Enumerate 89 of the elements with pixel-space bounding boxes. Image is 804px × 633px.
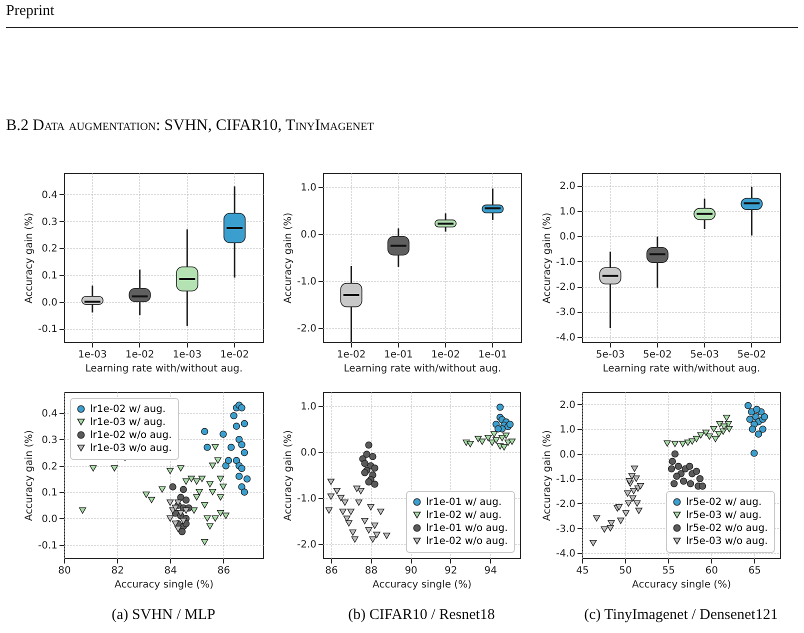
x-tick-label: 82 — [111, 566, 124, 576]
x-tick-label: 1e-02 — [125, 350, 154, 360]
y-tick-label: -4.0 — [556, 332, 576, 344]
y-tick-label: 2.0 — [560, 400, 576, 411]
legend-label: lr1e-02 w/ aug. — [90, 404, 166, 415]
y-tick-label: 1.0 — [300, 182, 316, 194]
x-axis-title: Accuracy single (%) — [114, 580, 214, 590]
y-tick-label: 0.4 — [42, 190, 58, 201]
x-tick-label: 1e-02 — [336, 350, 366, 360]
x-tick-label: 86 — [217, 566, 230, 576]
y-tick-label: -1.0 — [556, 256, 576, 268]
y-tick-label: 0.0 — [300, 230, 316, 241]
x-tick-label: 86 — [325, 566, 338, 576]
text: B.2 Data augmentation: SVHN, CIFAR10, TinyImagenet — [6, 117, 374, 135]
y-tick-label: 0.2 — [42, 244, 58, 255]
legend-label: lr5e-02 w/o aug. — [686, 523, 768, 534]
x-tick-label: 1e-01 — [478, 350, 508, 360]
x-tick-label: 92 — [444, 566, 458, 576]
y-tick-label: -1.0 — [296, 494, 316, 505]
legend-label: lr5e-03 w/ aug. — [686, 510, 762, 521]
legend-label: lr1e-03 w/ aug. — [90, 417, 166, 428]
y-tick-label: 1.0 — [560, 424, 576, 436]
y-tick-label: -0.1 — [38, 540, 58, 552]
text: Preprint — [6, 3, 54, 20]
x-axis-title: Learning rate with/without aug. — [602, 364, 760, 374]
x-tick-label: 55 — [662, 566, 675, 576]
y-tick-label: -1.0 — [296, 276, 316, 288]
y-tick-label: -3.0 — [556, 524, 576, 535]
y-axis-title: Accuracy gain (%) — [24, 212, 35, 304]
x-tick-label: 94 — [484, 566, 498, 576]
x-axis-title: Learning rate with/without aug. — [85, 364, 243, 374]
x-axis-title: Accuracy single (%) — [372, 580, 472, 590]
y-tick-label: 1.0 — [560, 206, 576, 218]
y-tick-label: 0.4 — [42, 408, 58, 420]
x-tick-label: 50 — [619, 566, 632, 576]
y-tick-label: -1.0 — [556, 474, 576, 486]
y-tick-label: -3.0 — [556, 307, 576, 318]
y-tick-label: -2.0 — [296, 323, 316, 334]
x-tick-label: 84 — [164, 566, 177, 576]
x-tick-label: 1e-03 — [172, 350, 202, 360]
y-axis-title: Accuracy gain (%) — [542, 430, 553, 521]
legend-label: lr1e-02 w/ aug. — [426, 510, 502, 521]
y-tick-label: 0.3 — [42, 216, 58, 228]
x-tick-label: 1e-01 — [384, 350, 413, 360]
y-axis-title: Accuracy gain (%) — [542, 212, 553, 304]
x-axis-title: Learning rate with/without aug. — [344, 364, 502, 374]
x-tick-label: 5e-02 — [737, 350, 766, 360]
y-tick-label: 0.3 — [42, 434, 58, 446]
legend-label: lr1e-03 w/o aug. — [90, 443, 172, 454]
text: (a) SVHN / MLP — [112, 607, 216, 624]
y-tick-label: 0.0 — [42, 297, 58, 308]
y-tick-label: 1.0 — [300, 401, 316, 412]
y-axis-title: Accuracy gain (%) — [24, 430, 35, 521]
x-tick-label: 5e-03 — [596, 350, 625, 360]
y-tick-label: 0.0 — [300, 447, 316, 458]
y-axis-title: Accuracy gain (%) — [282, 212, 294, 304]
y-tick-label: 0.1 — [42, 270, 58, 282]
y-tick-label: 2.0 — [560, 181, 576, 192]
x-axis-title: Accuracy single (%) — [632, 580, 732, 590]
y-tick-label: -2.0 — [556, 498, 576, 510]
legend-label: lr5e-02 w/ aug. — [686, 497, 762, 508]
y-tick-label: -4.0 — [556, 548, 576, 560]
y-tick-label: -2.0 — [556, 282, 576, 294]
x-tick-label: 80 — [58, 566, 71, 576]
y-tick-label: 0.2 — [42, 461, 58, 472]
legend-label: lr5e-03 w/o aug. — [686, 536, 768, 547]
x-tick-label: 60 — [705, 566, 718, 576]
x-tick-label: 1e-02 — [220, 350, 249, 360]
x-tick-label: 88 — [364, 566, 378, 576]
y-tick-label: 0.0 — [560, 449, 576, 460]
y-tick-label: 0.1 — [42, 488, 58, 499]
x-tick-label: 1e-03 — [78, 350, 107, 360]
x-tick-label: 5e-02 — [643, 350, 672, 360]
x-tick-label: 1e-02 — [431, 350, 460, 360]
text: (b) CIFAR10 / Resnet18 — [348, 607, 495, 624]
x-tick-label: 65 — [748, 566, 762, 576]
legend-label: lr1e-01 w/o aug. — [426, 523, 508, 534]
y-tick-label: -2.0 — [296, 540, 316, 551]
y-tick-label: 0.0 — [560, 232, 576, 243]
legend-label: lr1e-02 w/o aug. — [426, 536, 508, 547]
y-tick-label: 0.0 — [42, 514, 58, 525]
legend-label: lr1e-01 w/ aug. — [426, 497, 502, 508]
x-tick-label: 5e-03 — [690, 350, 719, 360]
y-axis-title: Accuracy gain (%) — [282, 430, 294, 521]
x-tick-label: 45 — [576, 566, 589, 576]
x-tick-label: 90 — [404, 566, 418, 576]
text: (c) TinyImagenet / Densenet121 — [584, 607, 778, 624]
y-tick-label: -0.1 — [38, 324, 58, 336]
legend-label: lr1e-02 w/o aug. — [90, 430, 172, 441]
